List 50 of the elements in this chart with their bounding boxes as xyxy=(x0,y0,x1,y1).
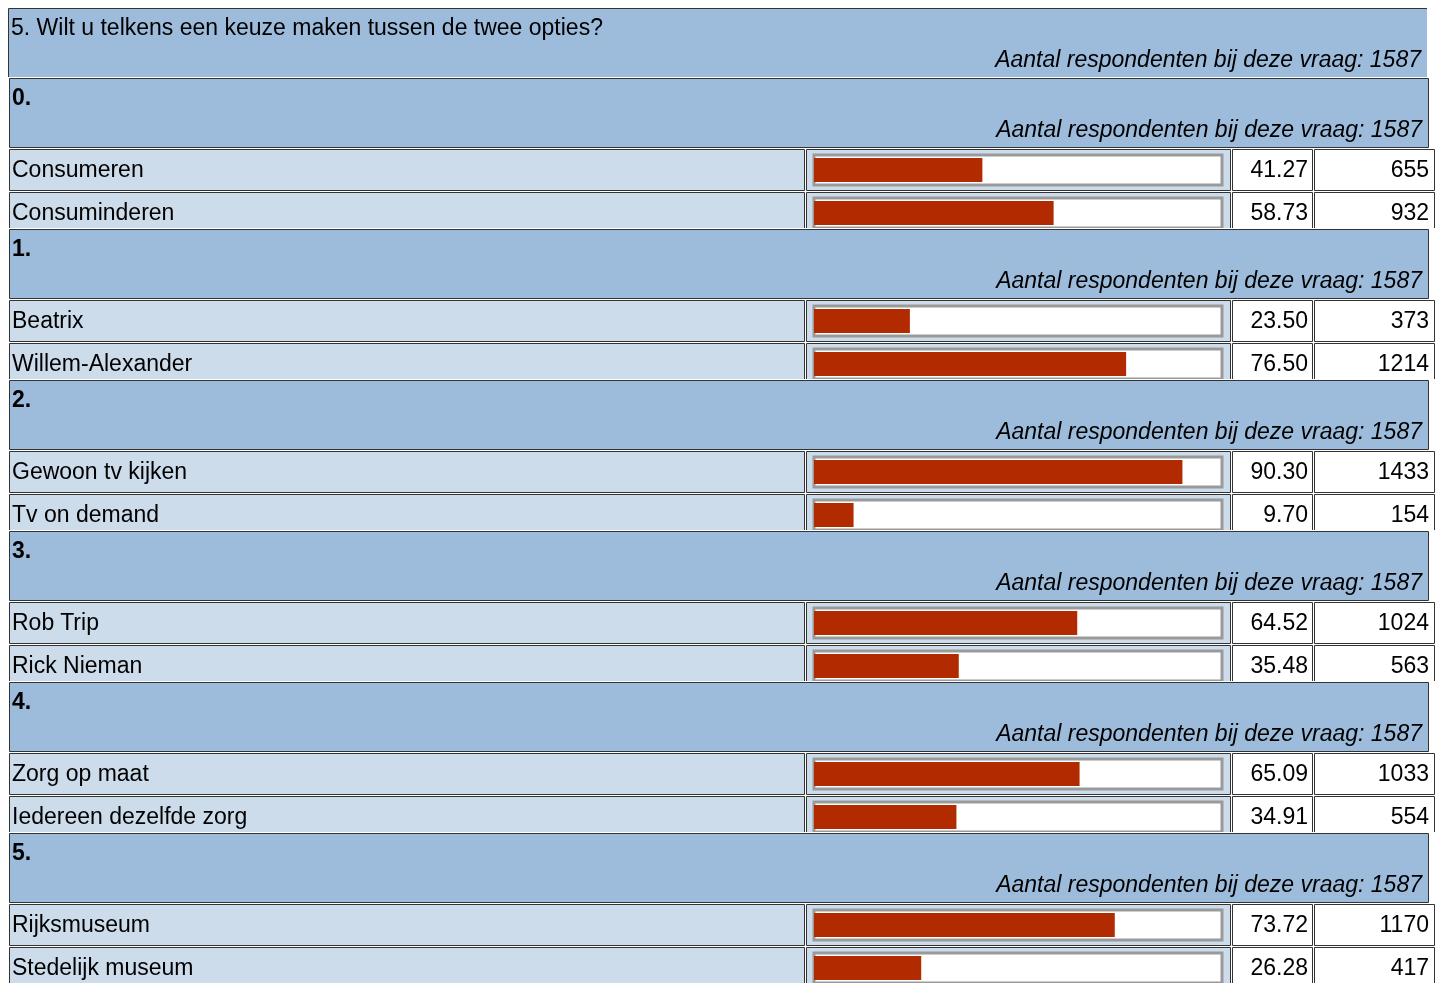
y-tick-label: Rick Nieman xyxy=(12,651,143,678)
data-label: 65.09 xyxy=(1250,759,1308,786)
text: 1433 xyxy=(1377,457,1429,484)
data-label: 41.27 xyxy=(1250,155,1308,182)
text: Aantal respondenten bij deze vraag: 1587 xyxy=(993,46,1423,72)
text: 655 xyxy=(1390,155,1429,182)
text: 3. xyxy=(12,537,32,563)
text: 1. xyxy=(12,235,32,261)
y-tick-label: Beatrix xyxy=(12,306,85,333)
chart-subtitle: Aantal respondenten bij deze vraag: 1587 xyxy=(994,418,1424,444)
chart-subtitle: Aantal respondenten bij deze vraag: 1587 xyxy=(994,871,1424,897)
text: 0. xyxy=(12,84,32,110)
y-tick-label: Rob Trip xyxy=(12,608,99,635)
data-label: 64.52 xyxy=(1250,608,1308,635)
y-tick-label: Stedelijk museum xyxy=(12,953,194,980)
text: 154 xyxy=(1390,500,1430,527)
y-tick-label: Consuminderen xyxy=(12,198,175,225)
text: 1170 xyxy=(1379,910,1429,937)
text: 5. xyxy=(12,839,32,865)
text: 2. xyxy=(12,386,32,412)
data-label: 35.48 xyxy=(1250,651,1308,678)
y-tick-label: Consumeren xyxy=(12,155,144,182)
text: 373 xyxy=(1390,306,1429,333)
data-label: 9.70 xyxy=(1263,500,1308,527)
data-label: 76.50 xyxy=(1250,349,1308,376)
text: 1214 xyxy=(1377,349,1430,376)
y-tick-label: Rijksmuseum xyxy=(12,910,151,937)
data-label: 26.28 xyxy=(1250,953,1308,980)
text: 932 xyxy=(1390,198,1429,225)
y-tick-label: Zorg op maat xyxy=(12,759,150,786)
text: 1024 xyxy=(1377,608,1430,635)
y-tick-label: Gewoon tv kijken xyxy=(12,457,188,484)
text: 417 xyxy=(1390,953,1429,980)
y-tick-label: Tv on demand xyxy=(12,500,160,527)
y-tick-label: Iedereen dezelfde zorg xyxy=(12,802,248,829)
data-label: 23.50 xyxy=(1250,306,1308,333)
chart-subtitle: Aantal respondenten bij deze vraag: 1587 xyxy=(994,569,1424,595)
y-tick-label: Willem-Alexander xyxy=(12,349,193,376)
data-label: 90.30 xyxy=(1250,457,1308,484)
data-label: 58.73 xyxy=(1250,198,1308,225)
text: 5. Wilt u telkens een keuze maken tussen de twee opties? xyxy=(11,14,603,40)
text: 563 xyxy=(1390,651,1429,678)
text: 4. xyxy=(12,688,32,714)
text: 554 xyxy=(1390,802,1430,829)
chart-subtitle: Aantal respondenten bij deze vraag: 1587 xyxy=(994,116,1424,142)
chart-subtitle: Aantal respondenten bij deze vraag: 1587 xyxy=(994,267,1424,293)
data-label: 34.91 xyxy=(1250,802,1308,829)
text: 1033 xyxy=(1377,759,1429,786)
data-label: 73.72 xyxy=(1250,910,1308,937)
chart-subtitle: Aantal respondenten bij deze vraag: 1587 xyxy=(994,720,1424,746)
